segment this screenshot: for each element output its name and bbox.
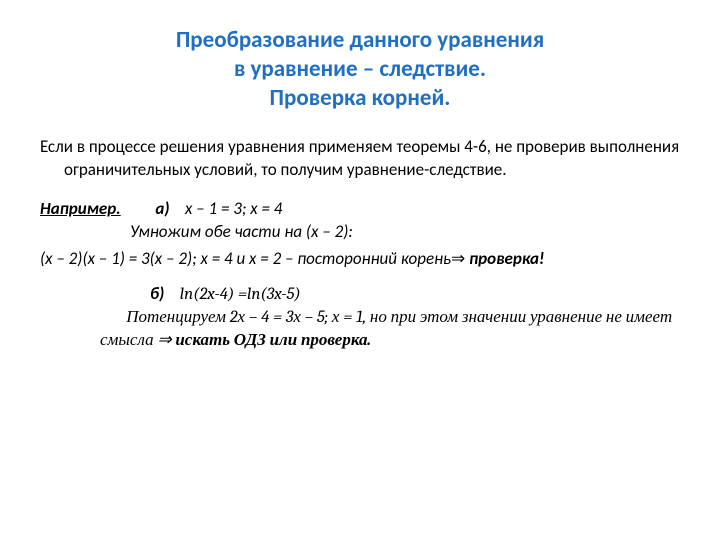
case-a-result: (х – 2)(х – 1) = 3(х – 2); х = 4 и х = 2…: [40, 248, 680, 271]
title-line-2: в уравнение – следствие.: [234, 55, 486, 83]
spacer: [125, 198, 152, 219]
spacer: [100, 308, 126, 327]
case-a-result-text: (х – 2)(х – 1) = 3(х – 2); х = 4 и х = 2…: [40, 248, 451, 269]
arrow: ⇒: [451, 248, 469, 269]
slide-body: Если в процессе решения уравнения примен…: [40, 136, 680, 353]
case-b-result: Потенцируем 2х – 4 = 3х – 5; х = 1, но п…: [40, 307, 680, 353]
case-a-step: Умножим обе части на (х – 2):: [40, 221, 680, 244]
case-a-math: х – 1 = 3; х = 4: [185, 198, 282, 219]
slide: Преобразование данного уравнения в уравн…: [0, 0, 720, 540]
slide-title: Преобразование данного уравнения в уравн…: [40, 26, 680, 112]
example-label: Например.: [40, 198, 121, 219]
title-line-1: Преобразование данного уравнения: [176, 26, 544, 54]
intro-paragraph: Если в процессе решения уравнения примен…: [40, 136, 680, 182]
case-a-result-bold: проверка!: [469, 248, 544, 269]
case-a-label: а): [155, 198, 169, 219]
example-a-line: Например. а) х – 1 = 3; х = 4: [40, 198, 680, 221]
title-line-3: Проверка корней.: [270, 84, 451, 112]
spacer: [40, 271, 680, 283]
case-b-math: ln(2x-4) =ln(3x-5): [180, 285, 301, 304]
case-b-result-bold: искать ОДЗ или проверка.: [175, 331, 371, 350]
spacer: [173, 198, 181, 219]
example-b-line: б) ln(2x-4) =ln(3x-5): [40, 283, 680, 307]
arrow: ⇒: [157, 331, 175, 350]
spacer: [168, 283, 176, 304]
case-b-label: б): [150, 283, 164, 304]
